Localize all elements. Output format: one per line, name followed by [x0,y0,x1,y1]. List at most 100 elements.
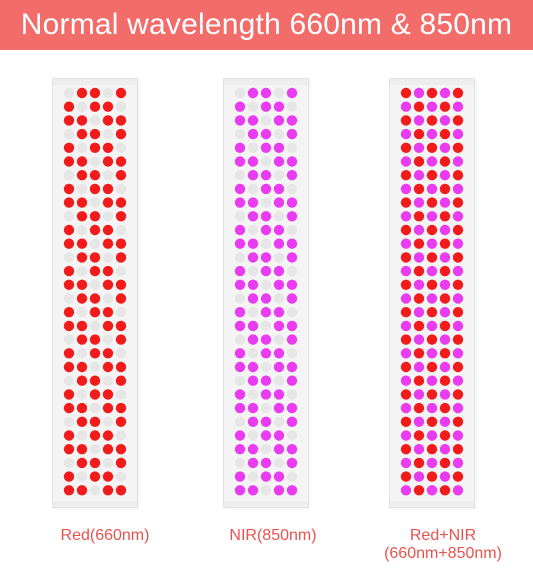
red-nir-led-grid [400,87,464,496]
led-dot [286,389,298,400]
led-dot [413,87,425,99]
led-dot [115,348,127,359]
led-dot [260,320,272,332]
red-nir-caption-line-1: Red+NIR [409,527,477,544]
led-dot [413,197,425,208]
led-dot [247,142,259,153]
led-dot [247,430,259,441]
led-dot [273,115,285,126]
led-dot [115,128,127,140]
led-dot [273,348,285,359]
led-dot [102,115,114,126]
led-dot [89,183,101,195]
led-dot [102,265,114,277]
led-dot [286,87,298,99]
led-dot [247,389,259,400]
nir-caption-line: NIR(850nm) [229,527,317,544]
led-dot [76,87,88,99]
led-dot [413,211,425,222]
led-dot [426,183,438,195]
led-dot [234,156,246,167]
led-dot [273,197,285,208]
led-dot [286,402,298,414]
led-dot [426,115,438,126]
led-dot [260,416,272,427]
led-dot [247,320,259,332]
led-dot [452,457,464,469]
led-dot [247,265,259,277]
led-dot [115,265,127,277]
led-dot [452,101,464,112]
led-dot [102,320,114,332]
led-dot [400,211,412,222]
led-dot [439,348,451,359]
led-dot [89,197,101,208]
led-dot [413,252,425,263]
led-dot [426,252,438,263]
led-dot [260,211,272,222]
panel-bottom-cap [53,501,137,507]
led-dot [89,402,101,414]
led-dot [400,238,412,249]
led-dot [439,375,451,386]
led-dot [76,211,88,222]
led-dot [400,375,412,386]
led-dot [452,87,464,99]
led-dot [89,211,101,222]
led-dot [247,238,259,249]
led-dot [286,430,298,441]
led-dot [439,279,451,290]
led-dot [89,320,101,332]
led-dot [260,252,272,263]
led-dot [400,293,412,304]
led-dot [89,170,101,181]
led-dot [452,389,464,400]
led-dot [115,485,127,496]
led-dot [102,430,114,441]
nir-led-grid [234,87,298,496]
led-dot [413,430,425,441]
led-dot [102,457,114,469]
led-dot [426,471,438,482]
led-dot [426,416,438,427]
led-dot [115,115,127,126]
led-dot [260,197,272,208]
led-dot [426,265,438,277]
led-dot [115,197,127,208]
led-dot [102,361,114,373]
led-dot [102,170,114,181]
led-dot [247,307,259,318]
led-dot [115,238,127,249]
led-dot [76,430,88,441]
led-dot [247,402,259,414]
led-dot [102,252,114,263]
red-caption: Red(660nm) [52,527,158,545]
led-dot [400,142,412,153]
led-dot [115,279,127,290]
led-dot [439,361,451,373]
led-dot [234,361,246,373]
led-dot [273,101,285,112]
led-dot [413,224,425,236]
led-dot [400,430,412,441]
led-dot [102,197,114,208]
nir-light-panel [223,78,309,508]
led-dot [247,471,259,482]
led-dot [286,183,298,195]
led-dot [439,183,451,195]
led-dot [426,444,438,455]
led-dot [115,430,127,441]
led-dot [234,115,246,126]
led-dot [115,170,127,181]
led-dot [273,444,285,455]
led-dot [273,142,285,153]
led-dot [286,444,298,455]
led-dot [426,334,438,345]
led-dot [426,87,438,99]
led-dot [102,128,114,140]
led-dot [247,334,259,345]
led-dot [426,361,438,373]
led-dot [452,238,464,249]
led-dot [76,183,88,195]
led-dot [76,101,88,112]
